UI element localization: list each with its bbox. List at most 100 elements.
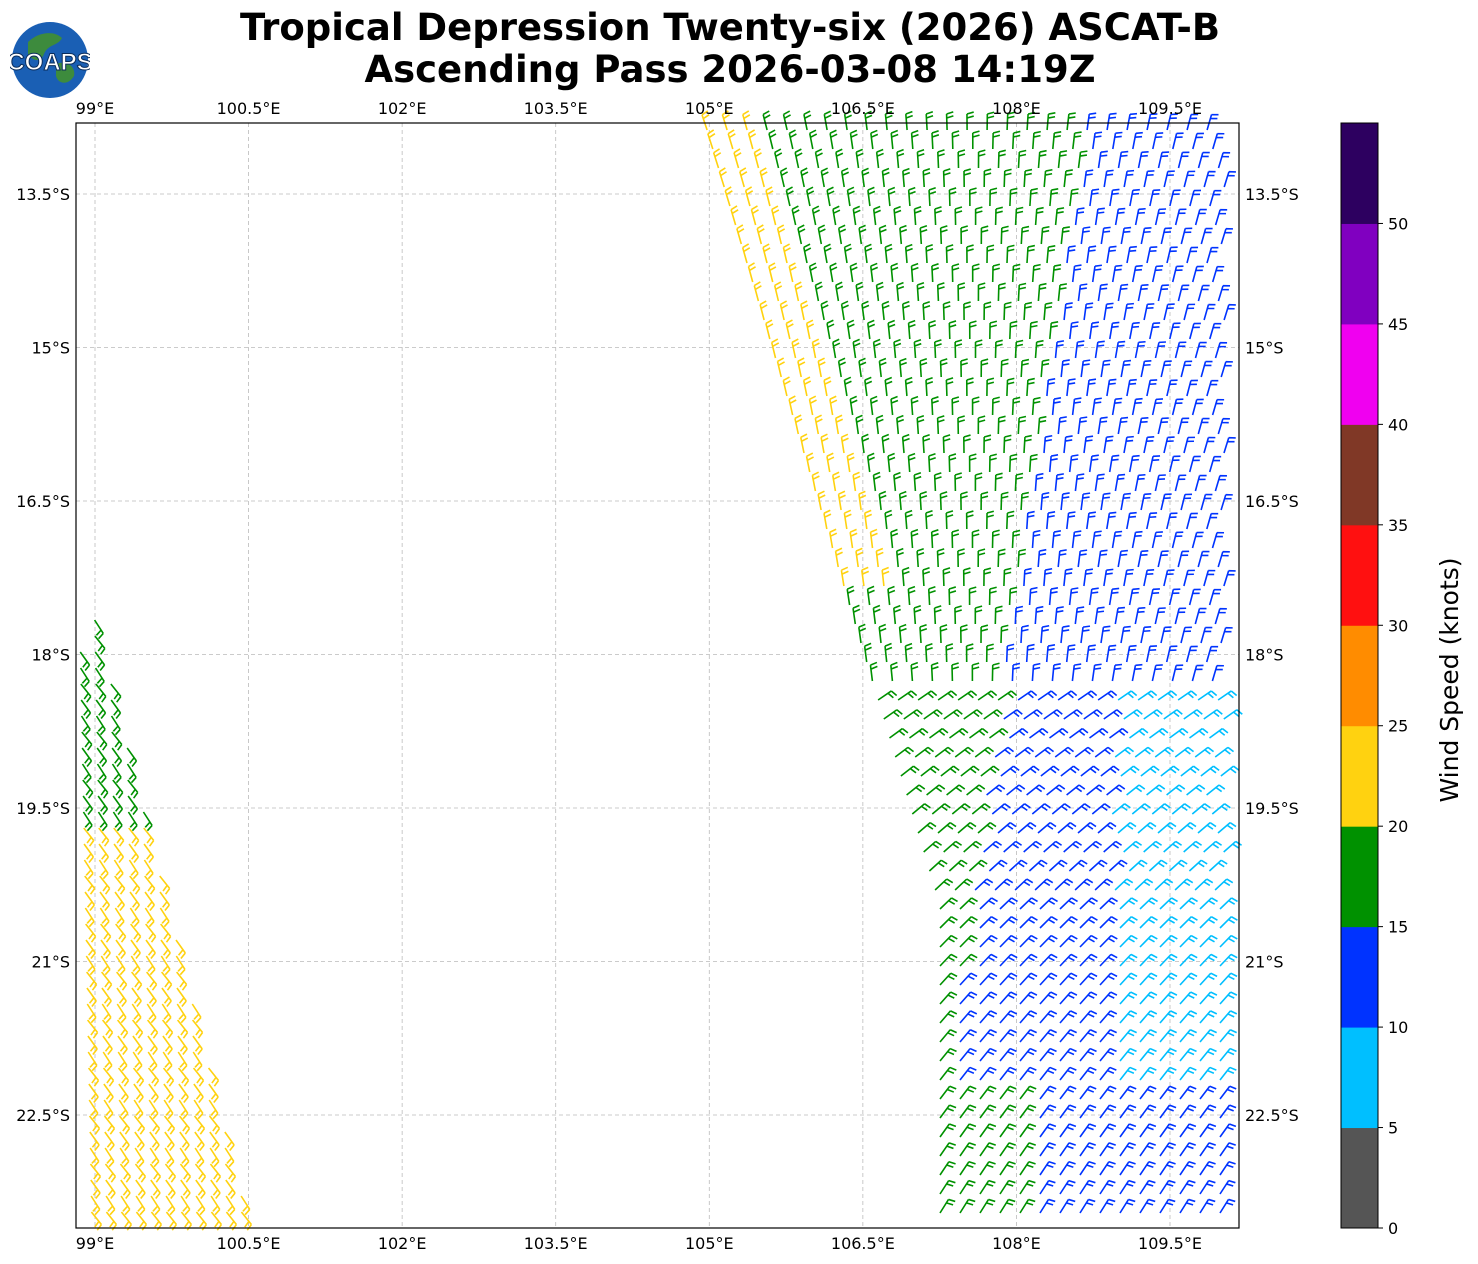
wind-barb (1139, 991, 1158, 1005)
wind-barb (1063, 709, 1083, 720)
wind-barb (1071, 663, 1082, 682)
wind-barb (884, 243, 893, 264)
wind-barb (948, 453, 957, 473)
wind-barb (939, 1085, 957, 1100)
wind-barb (1188, 588, 1201, 606)
wind-barb (1219, 897, 1238, 910)
wind-barb (100, 955, 111, 976)
lon-tick-bottom: 109.5°E (1138, 1234, 1202, 1253)
wind-barb (1117, 150, 1129, 169)
wind-barb (110, 715, 121, 736)
wind-barb (1068, 454, 1079, 473)
wind-barb (999, 953, 1018, 967)
wind-barb (948, 320, 957, 340)
wind-barb (104, 1131, 115, 1151)
wind-barb (1000, 225, 1009, 245)
wind-barb (712, 148, 722, 169)
wind-barb (1079, 1142, 1096, 1157)
wind-barb (1163, 170, 1175, 188)
wind-barb (1034, 878, 1054, 891)
wind-barb (1099, 972, 1118, 986)
lon-tick-bottom: 108°E (992, 1234, 1041, 1253)
wind-barb (1063, 840, 1083, 853)
wind-barb (943, 840, 963, 853)
wind-barb (100, 939, 111, 959)
wind-barb (1140, 227, 1152, 245)
wind-barb (939, 934, 958, 948)
wind-barb (1051, 530, 1062, 549)
wind-barb (89, 1147, 100, 1168)
wind-barb (945, 377, 954, 397)
wind-barb (1159, 1010, 1178, 1024)
wind-barb (1059, 991, 1078, 1005)
wind-barb (81, 763, 92, 784)
wind-barb (1128, 859, 1148, 872)
wind-barb (855, 547, 864, 568)
wind-barb (939, 916, 958, 929)
wind-barb (85, 955, 96, 976)
wind-barb (129, 891, 140, 911)
wind-barb (1119, 1047, 1137, 1062)
wind-barb (979, 1085, 997, 1100)
wind-barb (1049, 321, 1059, 340)
wind-barb (1099, 1029, 1117, 1043)
wind-barb (1185, 645, 1198, 663)
wind-barb (1059, 1104, 1077, 1119)
wind-barb (1031, 803, 1051, 815)
wind-barb (887, 186, 896, 207)
wind-barb (1117, 690, 1138, 701)
wind-barb (846, 585, 855, 606)
wind-barb (974, 472, 983, 492)
map-frame (75, 122, 1240, 1229)
wind-barb (949, 727, 969, 739)
wind-barb (983, 168, 992, 188)
wind-barb (788, 129, 797, 150)
wind-barb (1083, 709, 1103, 720)
wind-barb (143, 827, 155, 847)
wind-barb (872, 338, 881, 359)
wind-barb (1114, 207, 1126, 226)
wind-barb (105, 1211, 118, 1231)
wind-barb (111, 731, 123, 751)
wind-barb (1106, 511, 1117, 530)
wind-barb (178, 1099, 189, 1120)
wind-barb (969, 187, 977, 207)
wind-barb (724, 186, 733, 207)
wind-barb (177, 1035, 188, 1055)
wind-barb (1020, 765, 1040, 777)
wind-barb (943, 709, 963, 720)
wind-barb (1094, 746, 1115, 758)
wind-barb (1003, 168, 1012, 188)
lat-tick-right: 13.5°S (1245, 185, 1299, 204)
colorbar-bin (1341, 1127, 1378, 1229)
wind-barb (1119, 934, 1138, 948)
wind-barb (1174, 474, 1187, 492)
wind-barb (986, 510, 995, 530)
wind-barb (905, 110, 913, 131)
wind-barb (846, 319, 855, 340)
wind-barb (1059, 1085, 1077, 1100)
wind-barb (1154, 878, 1174, 891)
wind-barb (1119, 1085, 1137, 1100)
wind-barb (727, 129, 736, 150)
wind-barb (1019, 916, 1038, 929)
wind-barb (1159, 1029, 1177, 1043)
wind-barb (999, 972, 1018, 986)
wind-barb (1039, 1142, 1056, 1157)
wind-barb (782, 110, 791, 131)
wind-barb (1046, 244, 1056, 264)
wind-barb (951, 529, 960, 549)
wind-barb (159, 891, 170, 911)
wind-barb (225, 1179, 236, 1199)
wind-barb (999, 1198, 1016, 1214)
wind-barb (133, 1099, 144, 1120)
wind-barb (916, 148, 925, 169)
wind-barb (1134, 207, 1146, 226)
wind-barb (1131, 530, 1143, 549)
wind-barb (1191, 265, 1204, 283)
wind-barb (208, 1099, 219, 1120)
wind-barb (890, 262, 899, 283)
wind-barb (1008, 453, 1018, 473)
wind-barb (1023, 434, 1032, 454)
wind-barb (1059, 1010, 1078, 1024)
